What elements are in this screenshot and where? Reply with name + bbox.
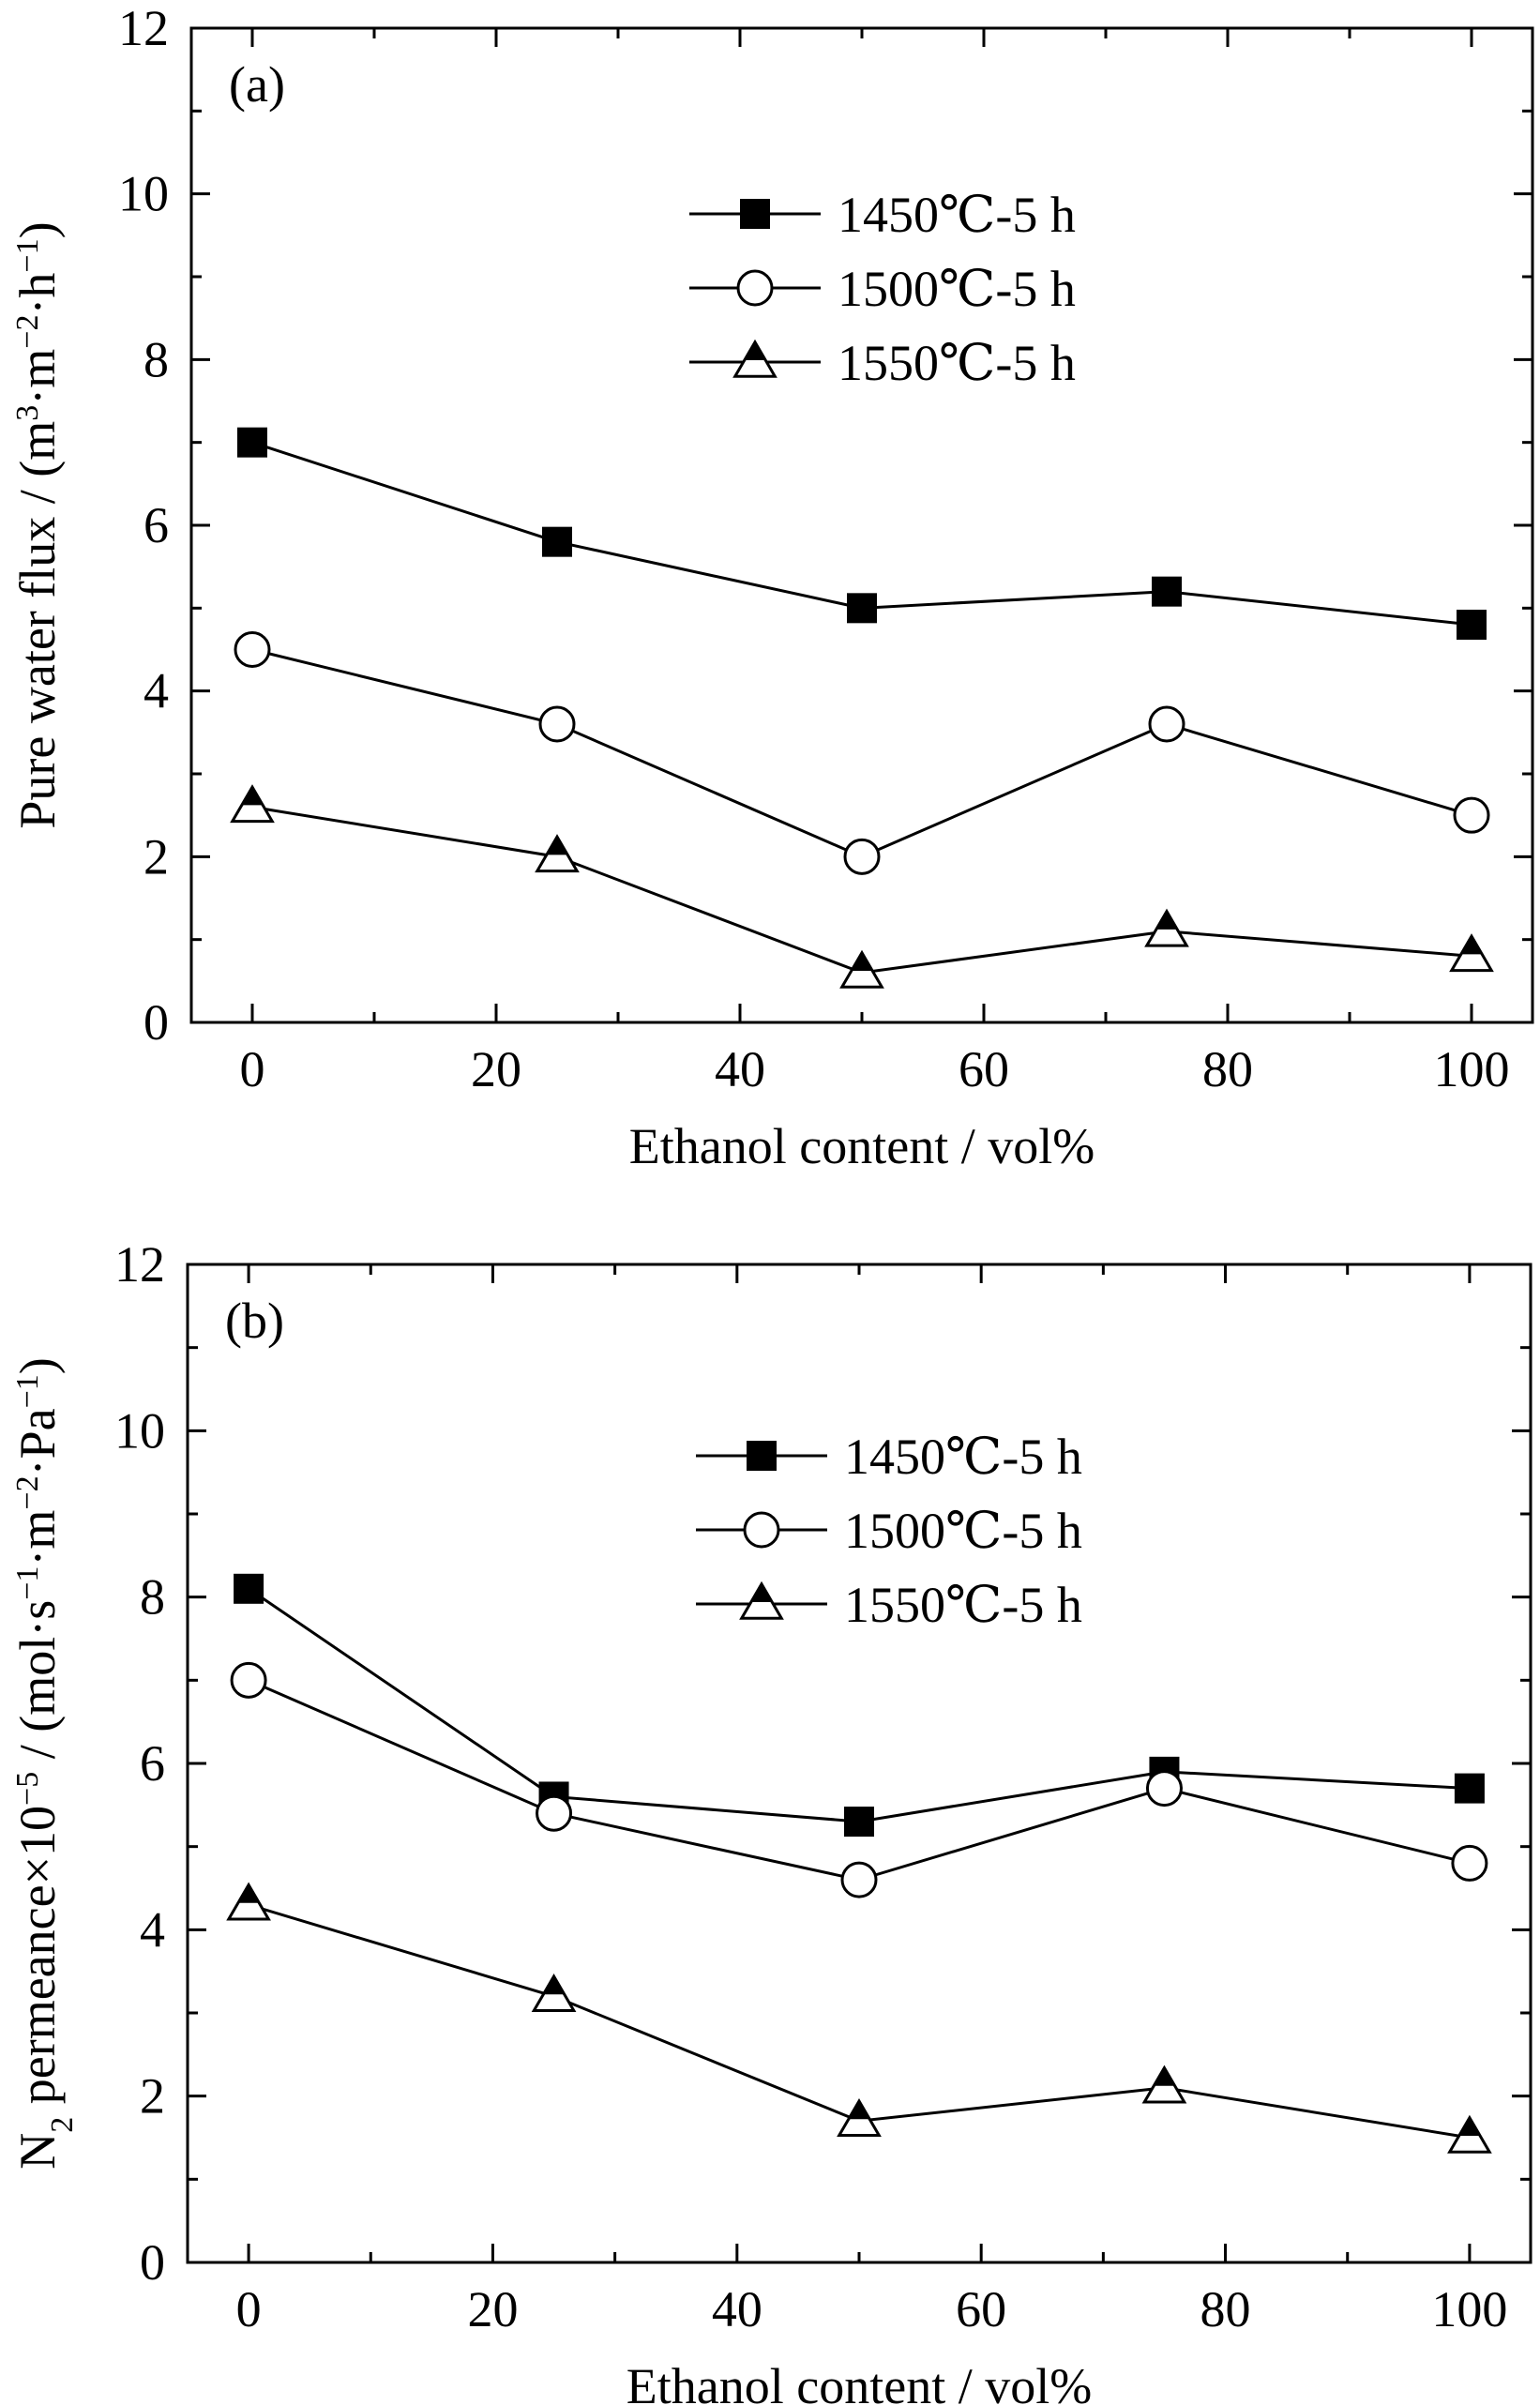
legend-marker — [743, 1511, 780, 1549]
data-point — [847, 593, 877, 624]
series-2 — [230, 784, 1494, 989]
y-tick-label: 2 — [143, 828, 169, 885]
x-tick-label: 80 — [1200, 2281, 1251, 2337]
x-axis-label: Ethanol content / vol% — [627, 2358, 1092, 2405]
series-line — [251, 648, 1472, 858]
series-line — [251, 805, 1472, 975]
data-point — [1457, 610, 1487, 640]
series-1 — [234, 631, 1490, 875]
data-point — [1447, 2114, 1492, 2154]
x-tick-label: 20 — [471, 1041, 521, 1097]
legend: 1450℃-5 h 1500℃-5 h 1550℃-5 h — [696, 1429, 1082, 1633]
data-point — [1453, 796, 1490, 834]
x-tick-label: 60 — [959, 1041, 1009, 1097]
data-point — [535, 834, 580, 873]
y-tick-label: 12 — [118, 0, 169, 56]
legend-label: 1550℃-5 h — [838, 335, 1076, 391]
x-tick-label: 40 — [715, 1041, 765, 1097]
data-point — [230, 784, 275, 824]
legend-marker — [736, 269, 774, 307]
legend-marker — [747, 1441, 777, 1471]
data-point — [538, 705, 576, 743]
y-tick-label: 0 — [140, 2234, 165, 2291]
data-point — [839, 949, 884, 989]
y-tick-label: 6 — [140, 1735, 165, 1792]
data-point — [226, 1882, 271, 1921]
legend-label: 1450℃-5 h — [844, 1429, 1082, 1485]
y-tick-label: 10 — [118, 166, 169, 222]
y-tick-label: 6 — [143, 497, 169, 553]
data-point — [1152, 576, 1182, 607]
y-tick-label: 4 — [143, 663, 169, 719]
x-axis-label: Ethanol content / vol% — [629, 1118, 1095, 1174]
panel-label: (b) — [225, 1293, 284, 1349]
legend-marker — [739, 1581, 784, 1620]
data-point — [1454, 1773, 1485, 1804]
x-tick-label: 20 — [467, 2281, 518, 2337]
series-1 — [230, 1661, 1488, 1898]
legend-label: 1500℃-5 h — [844, 1503, 1082, 1559]
data-point — [1144, 908, 1189, 947]
data-point — [542, 526, 572, 557]
y-tick-label: 0 — [143, 994, 169, 1051]
y-axis-label: N2 permeance×10−5 / (mol·s−1·m−2·Pa−1) — [9, 1357, 80, 2170]
data-point — [844, 1807, 874, 1838]
data-point — [234, 631, 271, 668]
data-point — [1451, 1844, 1488, 1882]
data-point — [1145, 1770, 1183, 1808]
chart-panel-a: 0 20 40 60 80 100 0 2 4 6 8 10 12 Ethanol content / v… — [9, 0, 1534, 1174]
data-point — [1141, 2065, 1187, 2104]
x-tick-label: 40 — [712, 2281, 762, 2337]
x-tick-label: 0 — [240, 1041, 265, 1097]
data-point — [230, 1661, 267, 1699]
y-tick-label: 4 — [140, 1901, 165, 1958]
data-point — [843, 838, 881, 875]
series-2 — [226, 1882, 1492, 2154]
y-axis-label: Pure water flux / (m3·m−2·h−1) — [9, 221, 66, 828]
data-point — [237, 427, 267, 458]
data-point — [840, 1861, 878, 1898]
chart-panel-b: 0 20 40 60 80 100 0 2 4 6 8 10 12 Ethanol content / v… — [9, 1236, 1532, 2405]
data-point — [837, 2098, 882, 2138]
x-tick-label: 80 — [1202, 1041, 1253, 1097]
data-point — [234, 1573, 264, 1604]
series-line — [248, 1678, 1471, 1882]
legend-label: 1550℃-5 h — [844, 1577, 1082, 1633]
data-point — [531, 1974, 577, 2013]
panel-label: (a) — [229, 56, 285, 113]
data-point — [536, 1794, 573, 1832]
x-tick-label: 60 — [956, 2281, 1006, 2337]
legend-marker — [732, 339, 778, 378]
y-tick-label: 10 — [114, 1402, 165, 1459]
y-tick-label: 8 — [143, 331, 169, 387]
y-tick-label: 2 — [140, 2068, 165, 2125]
x-tick-label: 0 — [236, 2281, 262, 2337]
data-point — [1148, 705, 1185, 743]
legend-label: 1450℃-5 h — [838, 187, 1076, 243]
legend-marker — [740, 199, 770, 229]
x-tick-label: 100 — [1431, 2281, 1507, 2337]
y-tick-label: 12 — [114, 1236, 165, 1293]
legend: 1450℃-5 h 1500℃-5 h 1550℃-5 h — [689, 187, 1076, 391]
data-point — [1449, 933, 1494, 973]
legend-label: 1500℃-5 h — [838, 261, 1076, 317]
y-tick-label: 8 — [140, 1569, 165, 1626]
series-0 — [237, 427, 1487, 640]
x-tick-label: 100 — [1434, 1041, 1510, 1097]
